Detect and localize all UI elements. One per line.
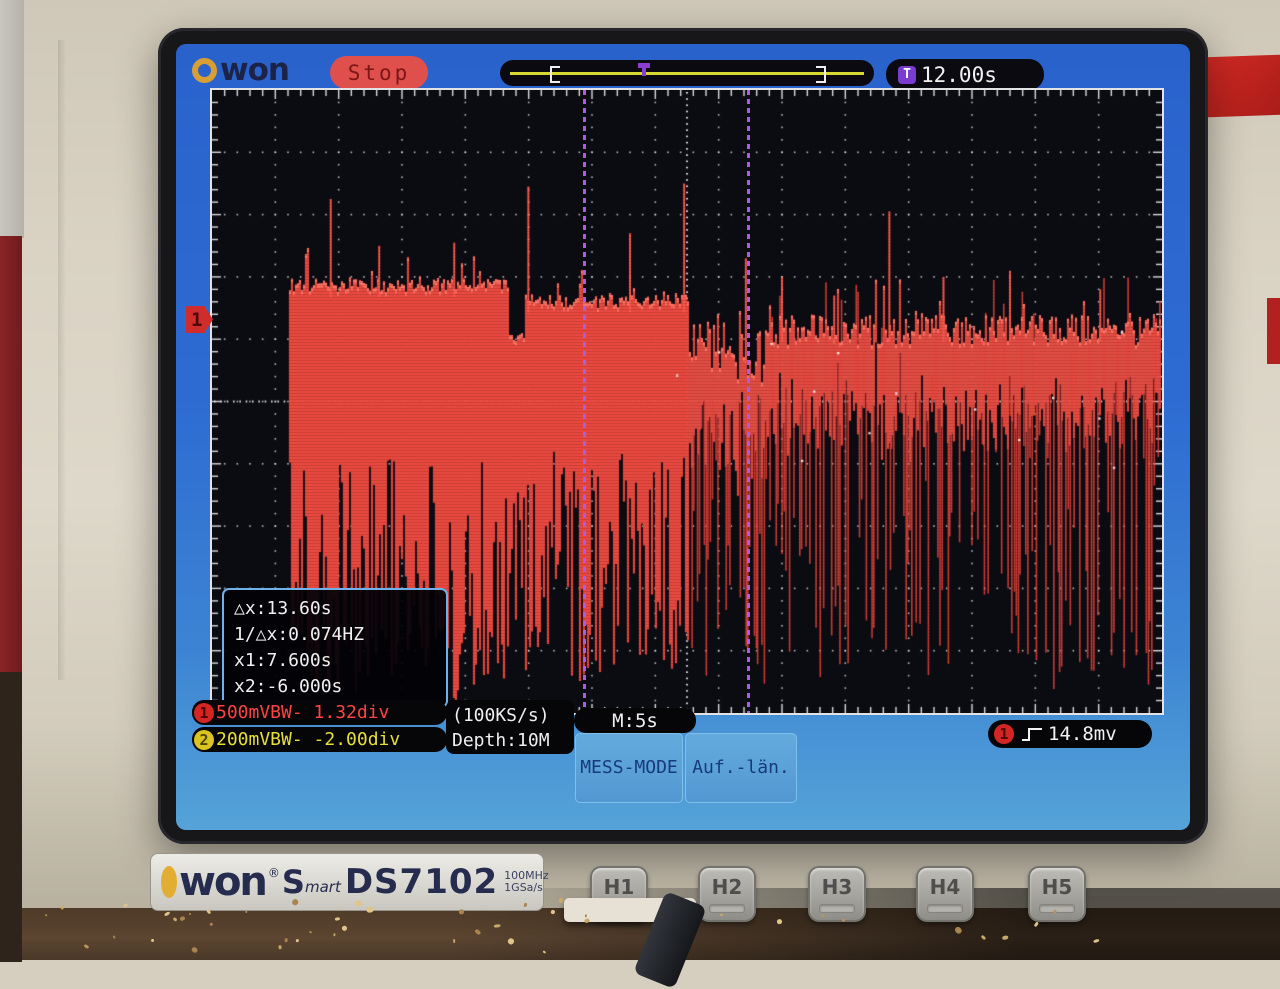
badge-brand-text: won (179, 859, 268, 905)
h2-button[interactable]: H2 (698, 866, 756, 922)
h3-button[interactable]: H3 (808, 866, 866, 922)
owon-o-icon (161, 866, 177, 898)
h4-button[interactable]: H4 (916, 866, 974, 922)
channel1-badge: 1 (194, 702, 214, 723)
crumb (719, 913, 723, 917)
trigger-level-readout: 1 14.8mv (988, 720, 1152, 748)
red-tape (1204, 54, 1280, 118)
memory-depth-label: Depth:10M (452, 730, 550, 751)
x1-readout: x1:7.600s (234, 650, 332, 671)
crumb (296, 938, 300, 942)
channel2-scale-label: 200mVBW- -2.00div (216, 729, 401, 750)
channel1-position-marker: 1 (186, 306, 213, 333)
screen-brand-logo: won (192, 52, 290, 88)
crumb (452, 939, 455, 944)
timebase-readout: M:5s (574, 708, 696, 733)
h3-led-slot (819, 904, 855, 913)
soft-menu-record-length: Auf.-län. (685, 733, 797, 803)
x2-cursor-line (583, 90, 586, 713)
crumb (458, 908, 464, 914)
acquisition-info: (100KS/s) Depth:10M (446, 700, 574, 754)
cursor-measurement-box: △x:13.60s 1/△x:0.074HZ x1:7.600s x2:-6.0… (222, 588, 448, 708)
h4-label: H4 (929, 875, 961, 899)
panel-crease (58, 40, 66, 680)
h2-label: H2 (711, 875, 743, 899)
h1-label: H1 (603, 875, 635, 899)
record-position-bar (500, 60, 874, 86)
channel1-scale-label: 500mVBW- 1.32div (216, 702, 390, 723)
h5-led-slot (1039, 904, 1075, 913)
badge-model-number: DS7102 (344, 862, 499, 902)
red-tape-small (1267, 298, 1280, 364)
trigger-t-icon: T (898, 65, 916, 84)
crumb (776, 918, 783, 925)
sample-rate-label: (100KS/s) (452, 705, 550, 726)
rising-edge-icon (1022, 728, 1042, 741)
background-wall (0, 0, 24, 238)
h5-label: H5 (1041, 875, 1073, 899)
owon-logo-text: won (220, 52, 290, 88)
samplerate-label: 1GSa/s (504, 881, 543, 894)
crumb (284, 937, 288, 943)
trigger-time-value: 12.00s (921, 62, 997, 87)
trigger-level-value: 14.8mv (1048, 723, 1117, 745)
window-bracket-right (816, 66, 826, 83)
trigger-time-readout: T 12.00s (886, 59, 1044, 90)
delta-x-readout: △x:13.60s (234, 598, 332, 619)
model-badge: won ® S mart DS7102 100MHz 1GSa/s (150, 853, 549, 911)
channel2-settings: 2 200mVBW- -2.00div (192, 727, 447, 752)
soft-menu-mess-mode: MESS-MODE (575, 733, 683, 803)
trigger-source-badge: 1 (994, 724, 1014, 744)
h3-label: H3 (821, 875, 853, 899)
badge-smart-rest: mart (304, 878, 341, 896)
badge-smart-s: S (281, 863, 305, 901)
timebase-value: M:5s (612, 709, 658, 732)
background-shadow (0, 672, 22, 962)
bandwidth-label: 100MHz (504, 869, 549, 882)
run-state-badge: Stop (330, 56, 428, 89)
owon-o-icon (192, 57, 217, 83)
channel2-badge: 2 (194, 729, 214, 750)
h2-led-slot (709, 904, 745, 913)
x2-readout: x2:-6.000s (234, 676, 343, 697)
record-length-line (510, 72, 864, 75)
x1-cursor-line (747, 90, 750, 713)
frequency-readout: 1/△x:0.074HZ (234, 624, 365, 645)
trigger-position-marker (638, 63, 650, 76)
crumb (841, 918, 845, 922)
channel1-settings: 1 500mVBW- 1.32div (192, 700, 447, 725)
red-object-background (0, 236, 22, 674)
h5-button[interactable]: H5 (1028, 866, 1086, 922)
window-bracket-left (550, 66, 560, 83)
badge-specs: 100MHz 1GSa/s (504, 870, 549, 894)
registered-mark: ® (267, 866, 280, 880)
h4-led-slot (927, 904, 963, 913)
oscilloscope-screen: won Stop T 12.00s 1 △x:13.60s 1/△x:0.074… (176, 44, 1190, 830)
